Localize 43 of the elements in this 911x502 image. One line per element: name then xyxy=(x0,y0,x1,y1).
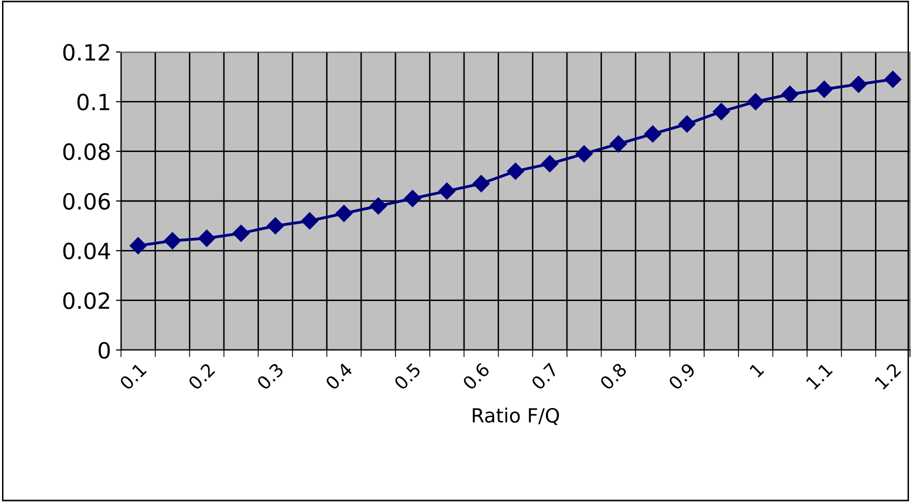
x-tick-label: 0.6 xyxy=(462,362,490,390)
x-tick-label: 0.5 xyxy=(393,362,422,390)
x-tick-label: 1.2 xyxy=(874,362,902,390)
point xyxy=(884,70,902,88)
point xyxy=(541,155,558,172)
point xyxy=(130,237,147,254)
point xyxy=(335,204,353,222)
point xyxy=(438,182,456,200)
point xyxy=(404,190,422,208)
y-tick-label: 0.08 xyxy=(63,143,110,160)
point xyxy=(506,162,524,180)
x-tick-label: 1.1 xyxy=(806,362,833,390)
point xyxy=(472,175,490,192)
point xyxy=(232,224,250,242)
point xyxy=(850,76,868,93)
x-tick-label: 0.7 xyxy=(530,362,559,390)
y-tick-label: 0.12 xyxy=(63,44,110,61)
point xyxy=(266,217,284,234)
point xyxy=(198,230,216,247)
x-axis-title: Ratio F/Q xyxy=(472,408,559,425)
y-tick-label: 0.02 xyxy=(63,292,110,310)
point xyxy=(747,93,764,110)
x-tick-label: 0.1 xyxy=(118,362,147,390)
point xyxy=(301,212,318,230)
y-tick-label: 0.1 xyxy=(77,94,110,110)
y-tick-label: 0.06 xyxy=(63,192,110,210)
x-tick-label: 0.2 xyxy=(188,362,216,390)
point xyxy=(576,145,593,162)
x-tick-label: 0.3 xyxy=(256,362,284,390)
point xyxy=(164,232,182,250)
point xyxy=(816,80,833,98)
x-tick-label: 0.8 xyxy=(599,362,628,390)
point xyxy=(370,197,387,215)
point xyxy=(712,103,730,120)
x-tick-label: 0.4 xyxy=(324,362,354,390)
point xyxy=(678,115,696,133)
y-tick-label: 0 xyxy=(98,342,110,359)
x-tick-label: 1 xyxy=(749,362,764,378)
point xyxy=(781,86,798,103)
x-tick-label: 0.9 xyxy=(668,362,696,390)
point xyxy=(644,125,662,142)
point xyxy=(610,135,627,152)
y-tick-label: 0.04 xyxy=(63,242,110,260)
